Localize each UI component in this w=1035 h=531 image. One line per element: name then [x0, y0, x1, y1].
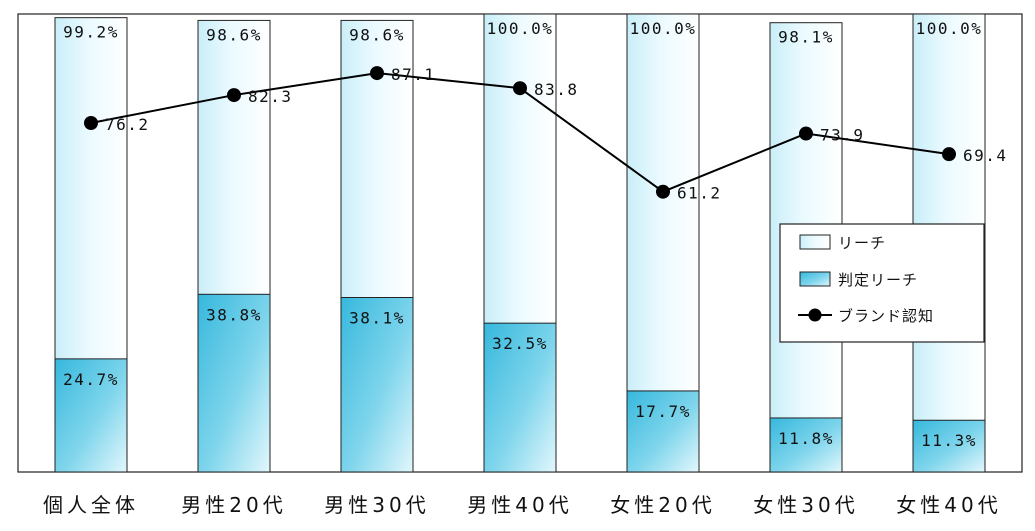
- point-brand-awareness: [370, 66, 384, 81]
- point-brand-awareness: [84, 116, 98, 131]
- data-label-reach: 99.2%: [63, 23, 119, 42]
- x-tick-label: 男性20代: [181, 493, 286, 517]
- bar-judged-reach: [54, 358, 128, 473]
- point-brand-awareness: [942, 147, 956, 162]
- bar-judged-reach: [340, 297, 414, 473]
- bar-judged-reach: [626, 390, 700, 473]
- legend-label-brand-awareness: ブランド認知: [838, 307, 934, 325]
- bar-judged-reach: [483, 322, 557, 473]
- legend-label-reach: リーチ: [838, 234, 886, 252]
- data-label-brand-awareness: 69.4: [963, 146, 1008, 165]
- bar-judged-reach: [197, 293, 271, 473]
- legend-marker-sample: [808, 308, 822, 322]
- x-tick-label: 女性20代: [610, 493, 715, 517]
- data-label-reach: 98.1%: [778, 28, 834, 47]
- data-label-judged-reach: 24.7%: [63, 370, 119, 389]
- point-brand-awareness: [227, 88, 241, 103]
- data-label-judged-reach: 17.7%: [635, 402, 691, 421]
- data-label-judged-reach: 38.1%: [349, 309, 405, 328]
- point-brand-awareness: [513, 81, 527, 96]
- data-label-judged-reach: 11.8%: [778, 429, 834, 448]
- x-tick-label: 女性30代: [753, 493, 858, 517]
- data-label-reach: 100.0%: [630, 19, 697, 38]
- data-label-reach: 98.6%: [206, 25, 262, 44]
- data-label-reach: 100.0%: [916, 19, 983, 38]
- x-tick-label: 女性40代: [896, 493, 1001, 517]
- data-label-brand-awareness: 83.8: [534, 80, 579, 99]
- legend-swatch-reach: [799, 234, 831, 250]
- point-brand-awareness: [799, 126, 813, 141]
- x-tick-label: 男性30代: [324, 493, 429, 517]
- data-label-brand-awareness: 76.2: [105, 115, 150, 134]
- data-label-judged-reach: 32.5%: [492, 334, 548, 353]
- point-brand-awareness: [656, 184, 670, 199]
- legend-swatch-judged-reach: [799, 271, 831, 287]
- data-label-reach: 98.6%: [349, 25, 405, 44]
- data-label-brand-awareness: 82.3: [248, 87, 293, 106]
- legend-label-judged-reach: 判定リーチ: [838, 271, 918, 289]
- x-tick-label: 男性40代: [467, 493, 572, 517]
- bar-judged-reach: [912, 419, 986, 473]
- data-label-brand-awareness: 61.2: [677, 184, 722, 203]
- data-label-brand-awareness: 87.1: [391, 65, 436, 84]
- legend: リーチ 判定リーチ ブランド認知: [779, 223, 985, 343]
- data-label-brand-awareness: 73.9: [820, 126, 865, 145]
- bar-judged-reach: [769, 417, 843, 473]
- x-tick-label: 個人全体: [43, 493, 139, 517]
- data-label-judged-reach: 38.8%: [206, 305, 262, 324]
- data-label-judged-reach: 11.3%: [921, 431, 977, 450]
- data-label-reach: 100.0%: [487, 19, 554, 38]
